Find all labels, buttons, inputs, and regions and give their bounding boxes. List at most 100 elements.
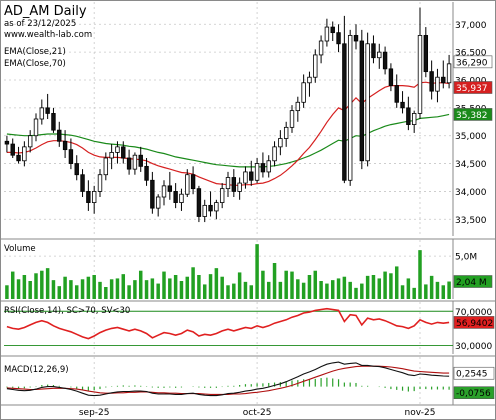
candle-body xyxy=(74,163,79,176)
candle-body xyxy=(214,202,219,212)
candle-body xyxy=(423,35,429,73)
volume-bar xyxy=(45,268,50,299)
candle-body xyxy=(80,174,85,192)
candle-body xyxy=(4,140,10,145)
volume-bar xyxy=(168,278,172,299)
candle-body xyxy=(336,32,341,45)
legend-ema70: EMA(Close,70) xyxy=(4,59,66,69)
volume-bar xyxy=(40,270,44,299)
candle-body xyxy=(45,107,50,114)
candle-body xyxy=(278,138,283,148)
volume-bar xyxy=(202,284,207,299)
candle-body xyxy=(208,204,213,212)
candle-body xyxy=(16,154,21,162)
volume-bar xyxy=(400,285,405,299)
price-tick-label: 36,500 xyxy=(455,49,487,59)
volume-bar xyxy=(325,283,329,299)
candle-body xyxy=(126,157,132,170)
candle-body xyxy=(249,171,254,181)
volume-bar xyxy=(406,278,411,299)
volume-bar xyxy=(57,286,62,299)
volume-bar xyxy=(63,276,67,299)
volume-bar xyxy=(156,283,160,299)
candle-body xyxy=(243,171,248,184)
candle-body xyxy=(202,204,207,217)
ema70-badge-label: 35,382 xyxy=(456,111,488,121)
volume-bar xyxy=(74,285,79,299)
chart-source: www.wealth-lab.com xyxy=(4,30,92,40)
candle-body xyxy=(225,177,231,190)
candle-body xyxy=(33,118,39,137)
volume-bar xyxy=(394,266,399,299)
volume-bar xyxy=(389,273,393,299)
volume-bar xyxy=(255,244,259,299)
candle-body xyxy=(435,76,440,92)
volume-bar xyxy=(98,281,102,299)
candle-body xyxy=(295,101,301,112)
volume-bar xyxy=(429,275,434,299)
candle-body xyxy=(307,76,312,84)
volume-bar xyxy=(232,283,236,299)
volume-bar xyxy=(121,274,126,299)
volume-bar xyxy=(342,276,347,299)
price-tick-label: 33,500 xyxy=(455,216,487,226)
candle-body xyxy=(22,146,27,162)
volume-bar xyxy=(144,280,149,299)
volume-bar xyxy=(22,275,27,299)
candle-body xyxy=(272,146,277,162)
volume-bar xyxy=(441,285,446,299)
volume-bar xyxy=(383,271,387,299)
price-tick-label: 37,000 xyxy=(455,21,487,31)
volume-bar xyxy=(179,281,184,299)
legend-macd: MACD(12,26,9) xyxy=(4,365,69,375)
volume-bar xyxy=(115,278,120,299)
candle-body xyxy=(51,113,56,131)
volume-bar xyxy=(424,284,428,299)
candle-body xyxy=(289,110,295,128)
volume-bar xyxy=(34,273,38,299)
candle-body xyxy=(417,35,423,114)
ema70-badge xyxy=(453,108,493,121)
volume-bar xyxy=(197,275,201,299)
price-tick-label: 34,000 xyxy=(455,188,487,198)
volume-bar xyxy=(191,267,195,299)
volume-bar xyxy=(249,285,254,299)
volume-bar xyxy=(301,282,306,299)
volume-bar xyxy=(10,271,15,299)
candle-body xyxy=(97,174,103,192)
candle-body xyxy=(406,107,411,125)
candle-body xyxy=(400,101,405,109)
volume-bar xyxy=(278,281,283,299)
candle-body xyxy=(283,126,289,139)
macd-line xyxy=(6,361,450,397)
candle-body xyxy=(57,129,62,142)
volume-bar xyxy=(5,285,9,299)
candle-body xyxy=(353,35,359,42)
candle-body xyxy=(266,160,271,173)
volume-badge xyxy=(453,275,493,288)
legend-ema21: EMA(Close,21) xyxy=(4,47,66,57)
candle-body xyxy=(313,54,318,78)
volume-bar xyxy=(284,270,288,299)
price-tick-label: 34,500 xyxy=(455,160,487,170)
price-tick-label: 35,000 xyxy=(455,132,487,142)
volume-bar xyxy=(220,276,224,299)
candle-body xyxy=(115,146,120,153)
last-price-badge xyxy=(453,55,493,69)
candle-body xyxy=(91,191,97,203)
candle-body xyxy=(132,154,138,170)
candle-body xyxy=(173,191,178,203)
volume-bar xyxy=(237,272,242,299)
rsi-tick-label: 70,0000 xyxy=(455,308,492,318)
volume-bar xyxy=(80,279,85,299)
volume-bar xyxy=(214,268,219,299)
candle-body xyxy=(27,135,33,148)
candle-body xyxy=(138,154,143,167)
candle-body xyxy=(301,82,306,103)
volume-bar xyxy=(162,271,166,299)
volume-badge-label: 2,04 M xyxy=(456,278,487,288)
macd-badge-label: 0,2545 xyxy=(456,370,488,380)
volume-bar xyxy=(336,278,341,299)
